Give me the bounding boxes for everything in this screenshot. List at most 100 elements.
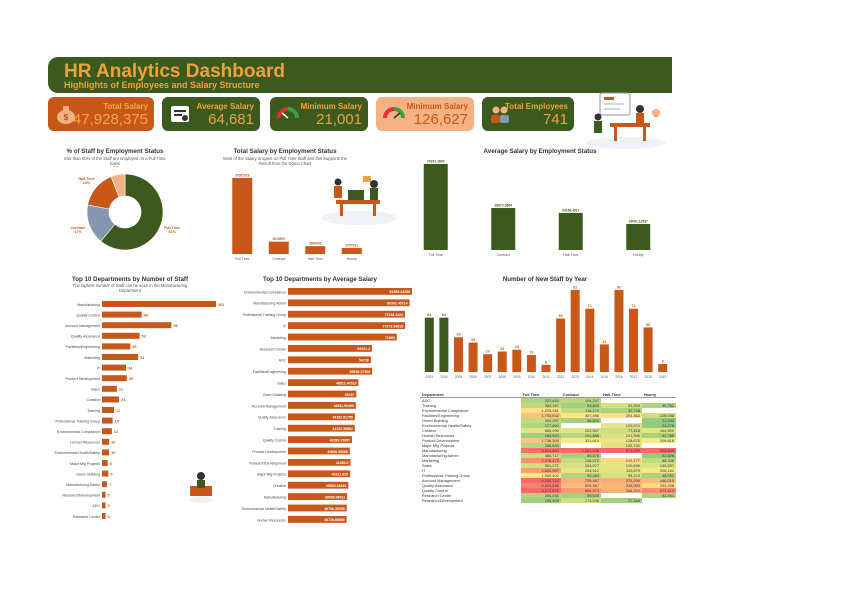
- table-row: Manufacturing 3,951,862 1,351,036 671,025 92…: [420, 448, 676, 453]
- category-label: 2014: [586, 375, 594, 379]
- bar-value-label: 9: [662, 359, 664, 363]
- table-row: Major Mfg Projects 286,650 109,726: [420, 443, 676, 448]
- category-label: Product Development: [252, 450, 286, 454]
- table-row: Training 384,167 53,829 91,348 49,762: [420, 403, 676, 408]
- bar: [102, 375, 127, 382]
- category-label: Half-Time: [308, 257, 323, 261]
- donut-chart: Full Time61%Contract17%Half-Time16%Hourl…: [71, 166, 180, 251]
- table-row: Professional Training Group 1,080,402 93,4…: [420, 473, 676, 478]
- bar: [288, 493, 348, 500]
- category-label: Professional Training Group: [243, 313, 286, 317]
- category-label: Product Development: [65, 377, 100, 381]
- bar: [512, 349, 522, 372]
- salary-cell: 145,557: [641, 463, 676, 468]
- bar-value-label: 38726.86889: [324, 518, 344, 522]
- category-label: 2015: [601, 375, 609, 379]
- bar: [288, 459, 351, 466]
- bar-value-label: 17: [116, 409, 120, 413]
- total-salary-subtitle: Most of the Salary is spent on Full Time…: [223, 156, 347, 167]
- category-label: Training: [273, 427, 286, 431]
- bar: [102, 460, 108, 466]
- kpi-label: Total Employees: [505, 102, 568, 111]
- category-label: Environmental Compliance: [57, 430, 100, 434]
- bar: [423, 164, 448, 250]
- salary-cell: 321,619: [560, 438, 601, 443]
- category-label: 2007: [484, 375, 492, 379]
- salary-cell: 101,886: [560, 433, 601, 438]
- donut-label: 61%: [168, 230, 176, 234]
- bar: [288, 310, 405, 318]
- category-label: IT: [283, 325, 287, 329]
- bar: [305, 246, 326, 254]
- bar-value-label: 44132.35882: [332, 427, 352, 431]
- bar: [497, 351, 507, 372]
- kpi-minimum-salary: Minimum Salary 21,001: [270, 97, 368, 131]
- salary-cell: 484,717: [520, 453, 561, 458]
- bar: [102, 322, 172, 329]
- bar: [629, 308, 639, 372]
- bar: [102, 502, 106, 509]
- salary-table: Department Full Time Contract Half-Time Hour…: [420, 392, 676, 503]
- salary-cell: 2,978,473: [520, 458, 561, 463]
- table-header-row: Department Full Time Contract Half-Time Hour…: [420, 392, 676, 398]
- salary-cell: 333,053: [601, 483, 642, 488]
- salary-cell: 384,167: [520, 403, 561, 408]
- bar-value-label: 15: [115, 419, 119, 423]
- salary-cell: [642, 498, 676, 503]
- bar: [288, 345, 372, 352]
- bar-value-label: 71: [631, 304, 635, 308]
- category-label: 2018: [644, 375, 652, 379]
- donut-label: 6%: [113, 166, 119, 168]
- bar-value-label: 39: [456, 333, 460, 337]
- bar: [288, 367, 373, 375]
- salary-cell: 2,630,997: [520, 468, 561, 473]
- table-header-cell: Department: [420, 392, 521, 398]
- salary-cell: 22,526: [641, 453, 676, 458]
- salary-cell: 118,279: [560, 408, 601, 413]
- bar-value-label: 77273.36818: [383, 324, 403, 328]
- bar: [288, 504, 347, 512]
- kpi-value: 741: [542, 111, 568, 128]
- bar-value-label: 39863.18421: [326, 484, 346, 488]
- donut-label: 16%: [83, 181, 91, 185]
- salary-cell: 685,096: [520, 428, 561, 433]
- table-row: Research/Development 150,404 173,046 27,346: [420, 498, 676, 503]
- salary-cell: 164,800: [641, 428, 676, 433]
- salary-cell: 55,478: [560, 453, 601, 458]
- bar-value-label: 40: [132, 345, 136, 349]
- bar-value-label: 24: [121, 398, 126, 402]
- bar: [102, 354, 139, 360]
- category-label: Manufacturing: [264, 496, 286, 500]
- kpi-maximum-salary: Minimum Salary 126,627: [376, 97, 474, 131]
- salary-receipt-icon: [171, 106, 189, 122]
- category-label: Creative: [273, 484, 286, 488]
- bar: [541, 364, 551, 372]
- category-label: Manufacturing: [77, 303, 100, 307]
- bar-value-label: 71: [588, 304, 592, 308]
- bar-value-label: 38672.9684: [495, 204, 513, 208]
- bar-value-label: 80302.45714: [387, 302, 407, 306]
- kpi-value: 126,627: [413, 111, 468, 128]
- bar: [288, 322, 406, 329]
- dept-staff-title: Top 10 Departments by Number of Staff: [71, 276, 189, 283]
- bar-value-label: 71803: [385, 336, 395, 340]
- dept-staff-chart: Manufacturing 161 Quality Control 56 Account…: [54, 301, 224, 519]
- salary-cell: 346,324: [601, 488, 642, 493]
- bar: [102, 343, 131, 350]
- bar: [341, 248, 362, 254]
- salary-cell: 222,567: [560, 428, 601, 433]
- category-label: Half-Time: [563, 253, 578, 257]
- bar-value-label: 5: [108, 494, 110, 498]
- table-row: Environmental Compliance 1,205,181 118,279…: [420, 408, 676, 413]
- donut-slice: [100, 173, 164, 251]
- category-label: 2010: [528, 375, 536, 379]
- category-label: Quality Assurance: [258, 416, 286, 420]
- department-cell: Account Management: [422, 478, 460, 483]
- bar-value-label: 50: [646, 323, 650, 327]
- category-label: Facilities/Engineering: [66, 345, 100, 349]
- salary-cell: 293,208: [641, 483, 676, 488]
- department-cell: Creative: [422, 428, 437, 433]
- salary-cell: 367,456: [560, 413, 601, 418]
- new-staff-chart: 61 2003 61 2004 39 2005 33 2006 20 2007 23 2008 25 20…: [424, 286, 668, 379]
- salary-cell: 725,467: [560, 478, 601, 483]
